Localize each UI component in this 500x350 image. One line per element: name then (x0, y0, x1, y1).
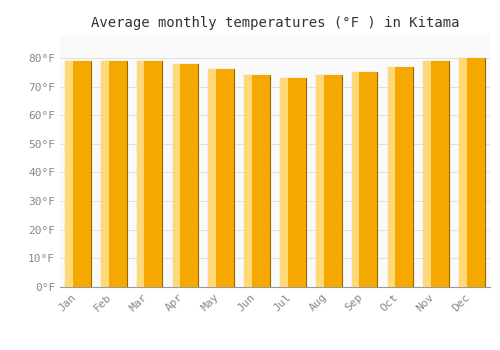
Bar (316, 75, 324, 287)
Bar (108, 61, 126, 287)
Bar (467, 58, 485, 287)
Bar (244, 75, 252, 287)
Bar (208, 69, 234, 287)
Bar (101, 61, 126, 287)
Bar (172, 64, 180, 287)
Bar (65, 61, 91, 287)
Bar (136, 61, 162, 287)
Bar (280, 78, 288, 287)
Bar (324, 75, 342, 287)
Bar (208, 69, 216, 287)
Bar (396, 66, 413, 287)
Bar (316, 75, 342, 287)
Bar (172, 64, 199, 287)
Bar (459, 58, 485, 287)
Bar (288, 78, 306, 287)
Bar (352, 72, 378, 287)
Bar (280, 78, 306, 287)
Bar (252, 75, 270, 287)
Bar (244, 75, 270, 287)
Bar (360, 72, 378, 287)
Bar (65, 61, 73, 287)
Bar (424, 61, 449, 287)
Bar (431, 61, 449, 287)
Title: Average monthly temperatures (°F ) in Kitama: Average monthly temperatures (°F ) in Ki… (91, 16, 459, 30)
Bar (136, 61, 144, 287)
Bar (424, 61, 431, 287)
Bar (180, 64, 198, 287)
Bar (352, 72, 360, 287)
Bar (216, 69, 234, 287)
Bar (73, 61, 91, 287)
Bar (388, 66, 396, 287)
Bar (101, 61, 108, 287)
Bar (459, 58, 467, 287)
Bar (388, 66, 413, 287)
Bar (144, 61, 162, 287)
